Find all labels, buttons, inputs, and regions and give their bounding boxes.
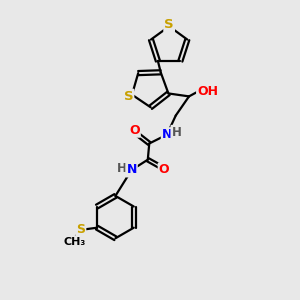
Text: O: O	[159, 164, 169, 176]
Text: S: S	[164, 18, 174, 32]
Text: N: N	[126, 164, 137, 176]
Text: H: H	[117, 162, 127, 175]
Text: CH₃: CH₃	[63, 236, 86, 247]
Text: S: S	[124, 90, 133, 103]
Text: O: O	[129, 124, 140, 137]
Text: H: H	[171, 126, 181, 139]
Text: OH: OH	[197, 85, 218, 98]
Text: S: S	[76, 223, 85, 236]
Text: N: N	[162, 128, 172, 141]
